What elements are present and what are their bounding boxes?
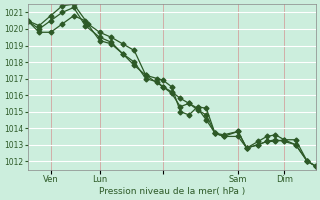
- X-axis label: Pression niveau de la mer( hPa ): Pression niveau de la mer( hPa ): [99, 187, 245, 196]
